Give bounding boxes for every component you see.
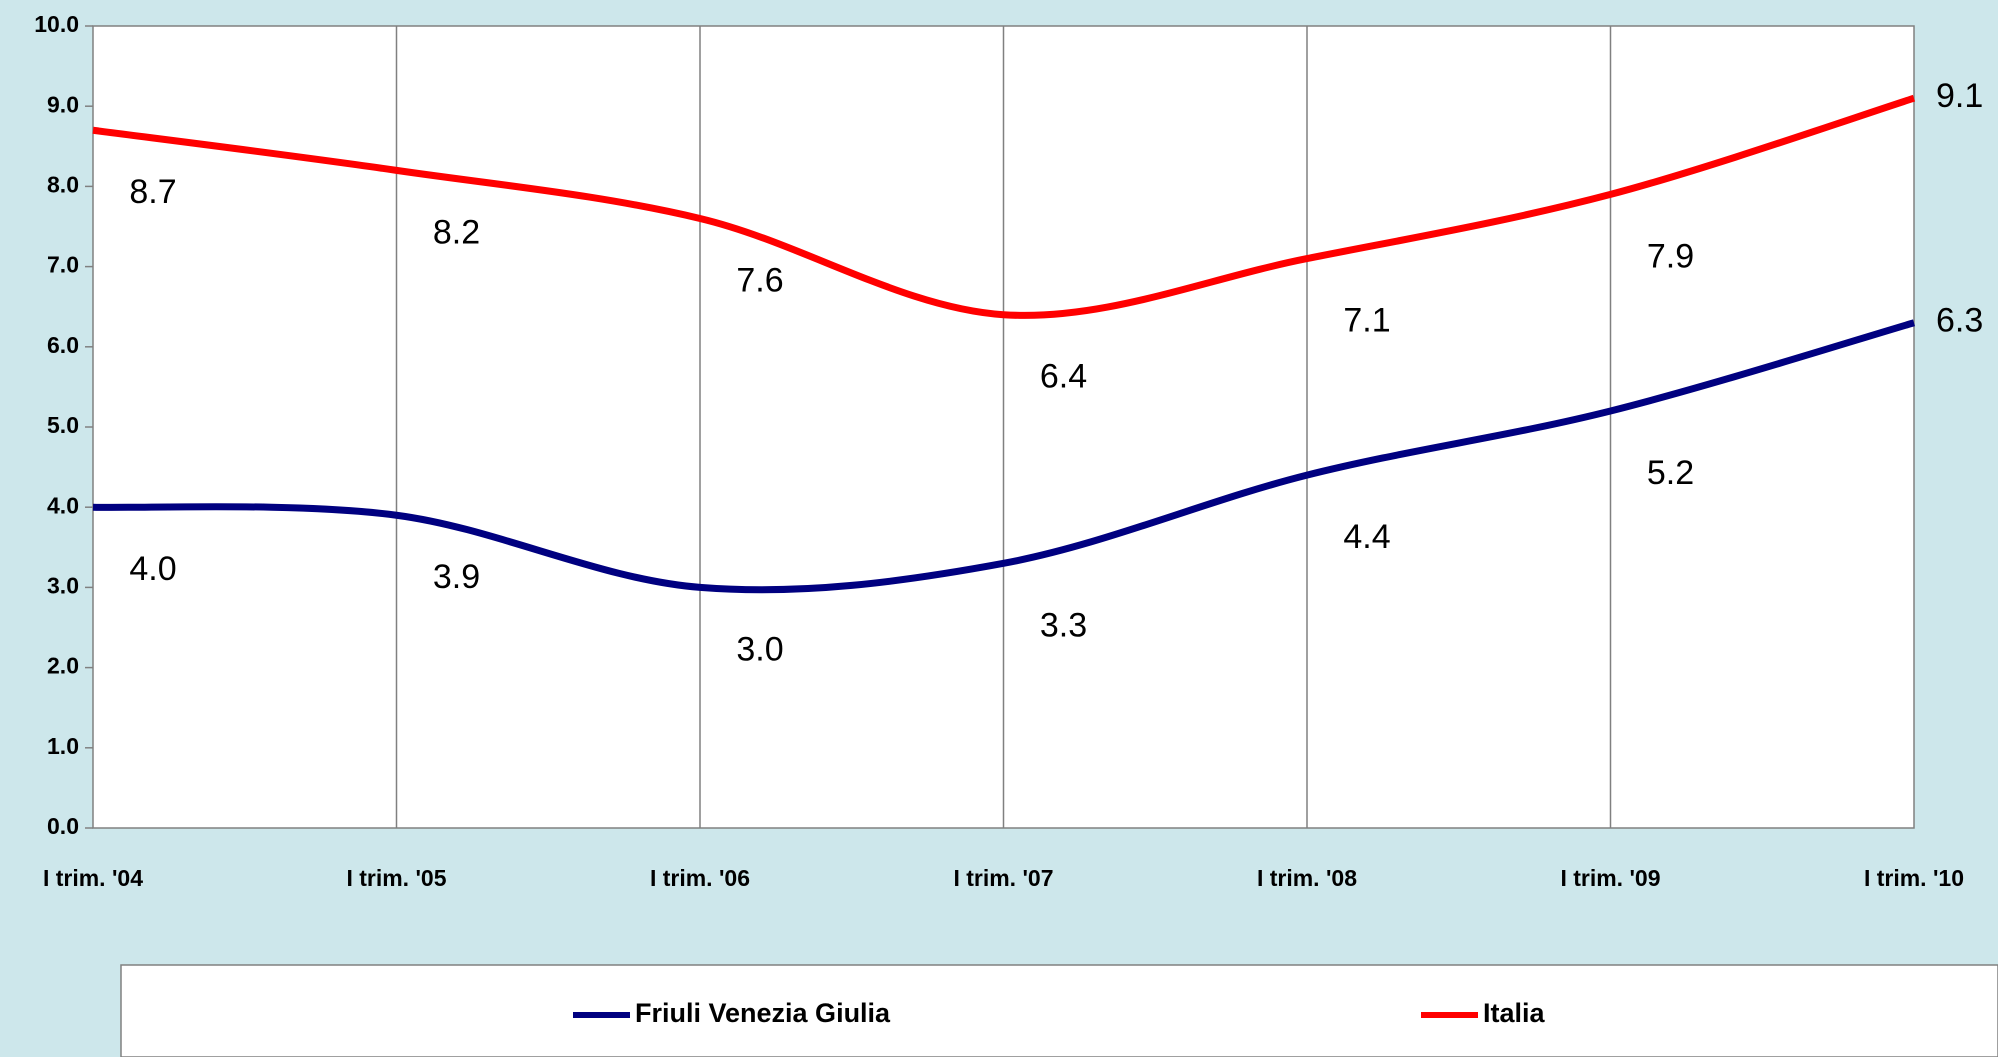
x-tick-label: I trim. '09	[1560, 865, 1660, 891]
y-tick-label: 6.0	[47, 332, 79, 358]
x-tick-label: I trim. '06	[650, 865, 750, 891]
x-tick-label: I trim. '07	[953, 865, 1053, 891]
legend-label: Italia	[1483, 998, 1546, 1028]
data-label: 8.2	[433, 213, 480, 251]
y-tick-label: 4.0	[47, 492, 79, 518]
data-label: 7.9	[1647, 237, 1694, 275]
data-label: 3.3	[1040, 606, 1087, 644]
legend-label: Friuli Venezia Giulia	[635, 998, 891, 1028]
y-tick-label: 3.0	[47, 572, 79, 598]
y-tick-label: 10.0	[34, 11, 79, 37]
y-tick-label: 7.0	[47, 252, 79, 278]
data-label: 8.7	[129, 173, 176, 211]
legend-box	[120, 964, 1998, 1057]
y-tick-label: 0.0	[47, 813, 79, 839]
x-tick-label: I trim. '05	[346, 865, 446, 891]
data-label: 6.3	[1936, 302, 1983, 340]
series-line	[92, 94, 1916, 319]
data-label: 6.4	[1040, 358, 1087, 396]
data-label: 4.4	[1343, 518, 1390, 556]
y-tick-label: 8.0	[47, 171, 79, 197]
series-line	[92, 319, 1915, 594]
y-tick-label: 2.0	[47, 653, 79, 679]
x-tick-label: I trim. '08	[1257, 865, 1357, 891]
y-tick-label: 1.0	[47, 733, 79, 759]
data-label: 4.0	[129, 550, 176, 588]
data-label: 3.9	[433, 558, 480, 596]
data-label: 9.1	[1936, 77, 1983, 115]
data-label: 7.1	[1343, 302, 1390, 340]
data-label: 3.0	[736, 630, 783, 668]
y-tick-label: 5.0	[47, 412, 79, 438]
x-tick-label: I trim. '10	[1864, 865, 1964, 891]
data-label: 5.2	[1647, 454, 1694, 492]
y-tick-label: 9.0	[47, 91, 79, 117]
x-tick-label: I trim. '04	[43, 865, 143, 891]
data-label: 7.6	[736, 261, 783, 299]
